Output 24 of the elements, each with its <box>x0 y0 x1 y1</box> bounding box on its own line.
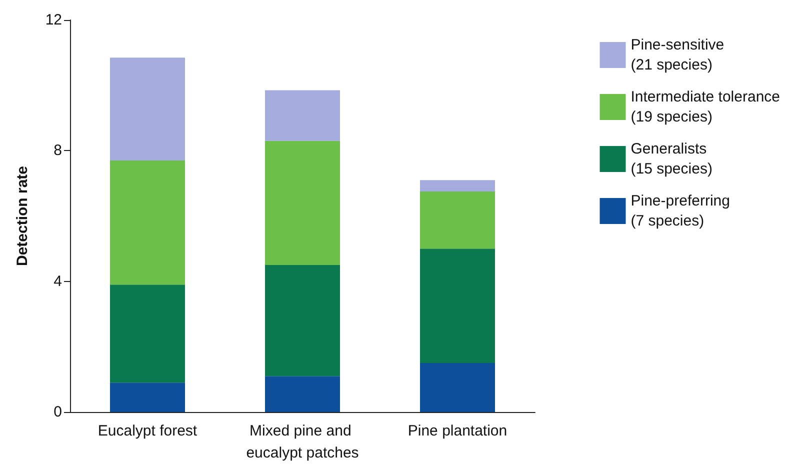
bar <box>420 192 495 249</box>
bar <box>110 160 185 285</box>
bar <box>265 376 340 412</box>
legend-label: Intermediate tolerance (19 species) <box>630 88 780 126</box>
y-tick-label: 12 <box>45 12 62 28</box>
bar <box>420 180 495 192</box>
x-tick-label: Mixed pine and eucalypt patches <box>246 422 359 462</box>
bar <box>420 363 495 412</box>
bar <box>420 248 495 363</box>
x-tick-label: Eucalypt forest <box>98 422 198 440</box>
bar <box>110 382 185 412</box>
x-tick-label: Pine plantation <box>408 422 508 440</box>
bar <box>110 58 185 160</box>
y-tick-label: 4 <box>54 272 62 290</box>
bar <box>110 284 185 383</box>
bar <box>265 90 340 141</box>
legend-label: Pine-sensitive (21 species) <box>630 36 724 74</box>
y-tick-label: 0 <box>54 404 62 420</box>
legend-label: Pine-preferring (7 species) <box>630 192 730 230</box>
legend-label: Generalists (15 species) <box>630 140 712 178</box>
y-axis-title: Detection rate <box>14 166 31 266</box>
bar <box>265 265 340 376</box>
bar <box>265 140 340 265</box>
y-tick-label: 8 <box>54 142 62 160</box>
